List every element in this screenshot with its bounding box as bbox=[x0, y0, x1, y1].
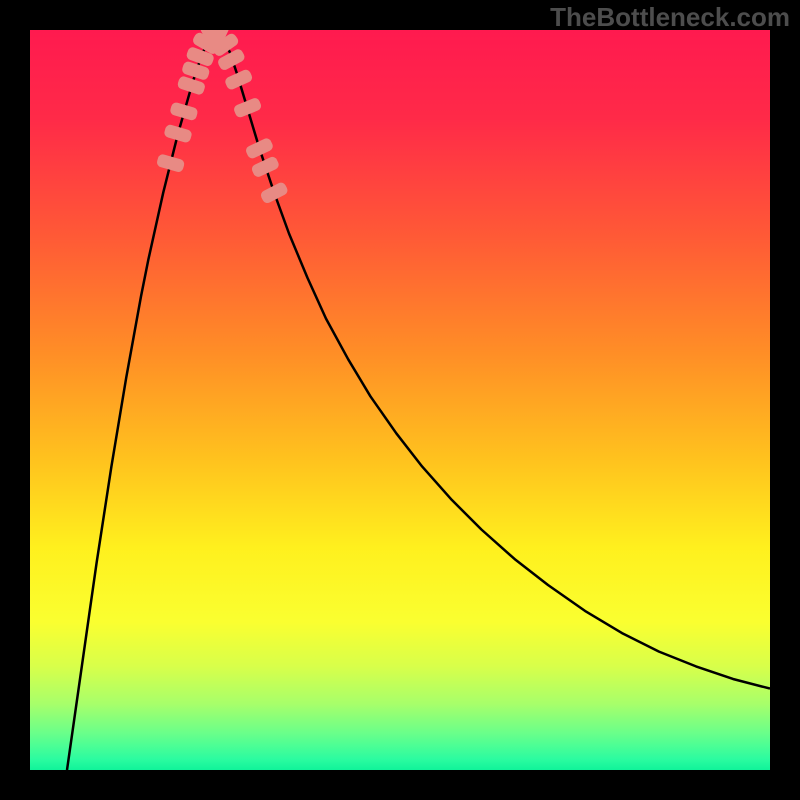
chart-frame: TheBottleneck.com bbox=[0, 0, 800, 800]
chart-svg bbox=[0, 0, 800, 800]
watermark-text: TheBottleneck.com bbox=[550, 2, 790, 33]
plot-background bbox=[30, 30, 770, 770]
